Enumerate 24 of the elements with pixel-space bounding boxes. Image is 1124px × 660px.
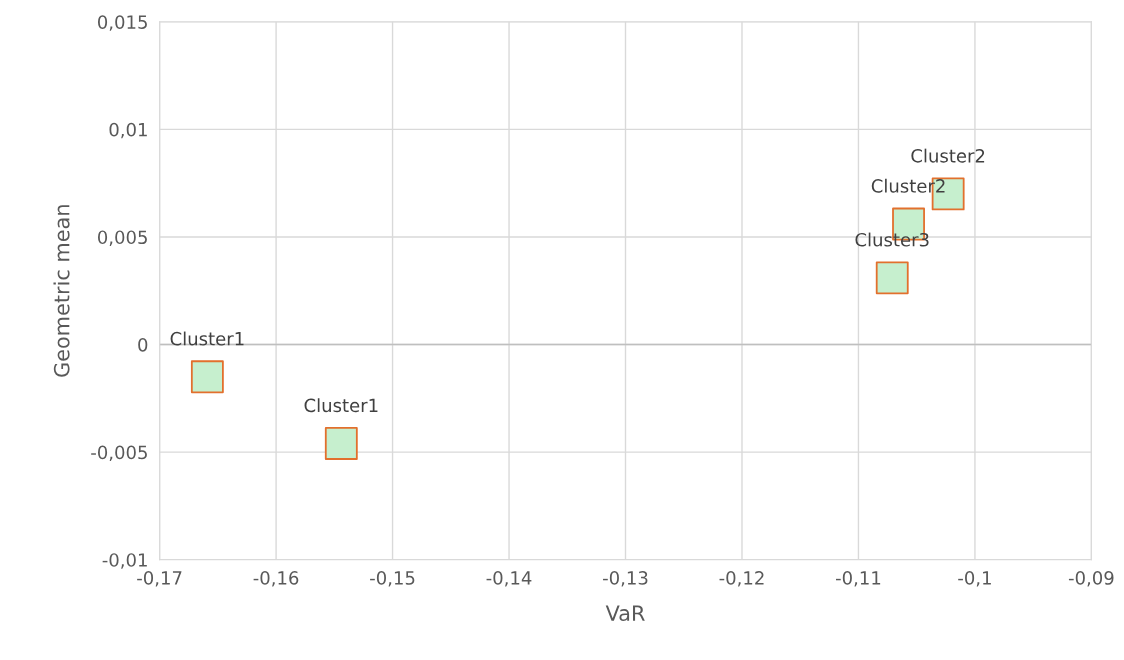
y-tick-label: 0,015 xyxy=(98,15,147,31)
annotation: Cluster1 xyxy=(170,331,244,346)
x-tick-label: -0,14 xyxy=(486,571,532,587)
x-tick-label: -0,11 xyxy=(835,571,881,587)
x-axis-title: VaR xyxy=(605,605,645,622)
x-tick-label: -0,17 xyxy=(137,571,182,587)
annotation: Cluster2 xyxy=(911,148,985,163)
y-tick-label: -0,01 xyxy=(102,553,147,569)
y-axis-title: Geometric mean xyxy=(53,205,70,377)
y-tick-label: -0,005 xyxy=(91,445,147,462)
point xyxy=(875,261,909,295)
point xyxy=(190,360,224,394)
annotation: Cluster3 xyxy=(855,232,929,247)
point xyxy=(324,427,358,460)
y-tick-label: 0,005 xyxy=(98,230,147,246)
x-tick-label: -0,16 xyxy=(253,571,299,587)
y-tick-label: 0 xyxy=(138,337,148,352)
y-tick-label: 0,01 xyxy=(109,122,147,139)
x-tick-label: -0,12 xyxy=(719,571,764,587)
x-tick-label: -0,15 xyxy=(370,571,415,587)
annotation: Cluster1 xyxy=(304,398,378,413)
x-tick-label: -0,09 xyxy=(1068,571,1114,587)
x-tick-label: -0,1 xyxy=(958,571,991,587)
x-tick-label: -0,13 xyxy=(603,571,648,587)
